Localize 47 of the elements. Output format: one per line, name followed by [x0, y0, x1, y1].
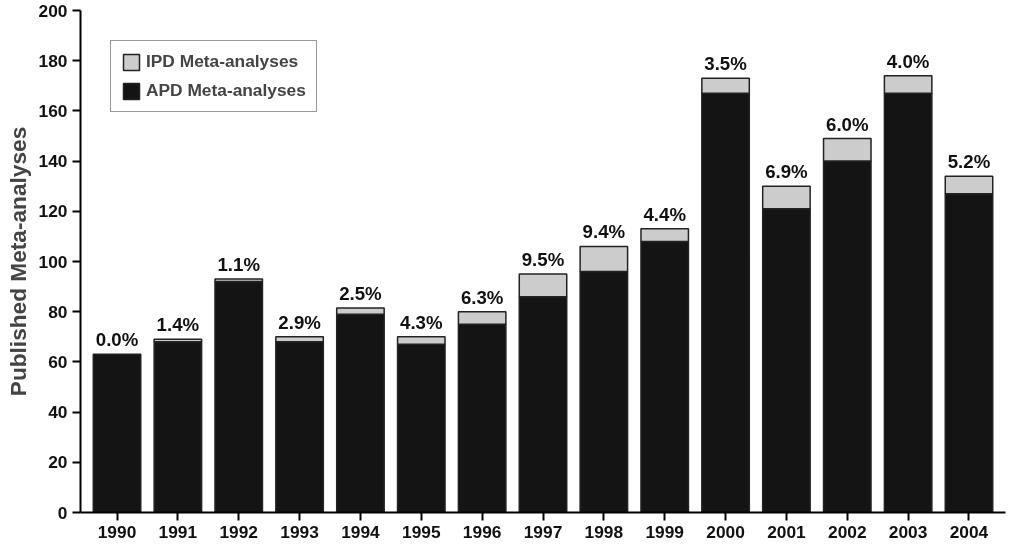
annotation: 9.4%: [582, 221, 626, 243]
x-tick-label: 2000: [706, 521, 745, 542]
annotation: 1.4%: [156, 314, 200, 336]
y-tick-label: 120: [38, 201, 68, 222]
x-tick-label: 2004: [949, 521, 989, 542]
annotation: 2.9%: [278, 311, 322, 333]
legend-label: IPD Meta-analyses: [146, 51, 299, 72]
annotation: 4.0%: [886, 50, 930, 72]
annotation: 9.5%: [521, 249, 565, 271]
legend-label: APD Meta-analyses: [146, 80, 306, 101]
y-tick-label: 200: [38, 0, 68, 21]
y-tick-label: 80: [48, 301, 68, 322]
bar: [92, 353, 142, 513]
annotation: 6.9%: [765, 161, 809, 183]
y-tick-label: 100: [38, 251, 68, 272]
x-tick-label: 2002: [828, 521, 867, 542]
y-tick-label: 180: [38, 50, 68, 71]
y-tick-label: 140: [38, 151, 68, 172]
x-tick-label: 2001: [767, 521, 807, 542]
y-tick-label: 0: [57, 502, 68, 523]
bar: [153, 341, 203, 513]
y-tick-label: 40: [48, 402, 68, 423]
annotation: 5.2%: [947, 151, 991, 173]
annotation: 6.3%: [460, 286, 504, 308]
annotation: 0.0%: [95, 329, 139, 351]
annotation: 3.5%: [704, 53, 748, 75]
annotation: 2.5%: [339, 282, 383, 304]
x-tick-label: 1991: [158, 521, 198, 542]
x-tick-label: 1994: [341, 521, 381, 542]
y-tick-label: 160: [38, 100, 68, 121]
x-tick-label: 1993: [280, 521, 320, 542]
x-tick-label: 1992: [219, 521, 259, 542]
x-tick-label: 1999: [645, 521, 684, 542]
y-tick-label: 20: [48, 452, 68, 473]
annotation: 1.1%: [217, 254, 261, 276]
x-tick-label: 1996: [462, 521, 502, 542]
y-tick-label: 60: [48, 351, 68, 372]
x-tick-label: 2003: [888, 521, 928, 542]
bar: [214, 280, 264, 513]
x-tick-label: 1998: [584, 521, 624, 542]
y-axis-title: Published Meta-analyses: [4, 126, 31, 397]
annotation: 4.3%: [400, 311, 443, 333]
annotation: 6.0%: [826, 113, 869, 135]
x-tick-label: 1995: [402, 521, 441, 542]
x-tick-label: 1990: [97, 521, 137, 542]
x-tick-label: 1997: [523, 521, 563, 542]
annotation: 4.4%: [643, 203, 687, 225]
